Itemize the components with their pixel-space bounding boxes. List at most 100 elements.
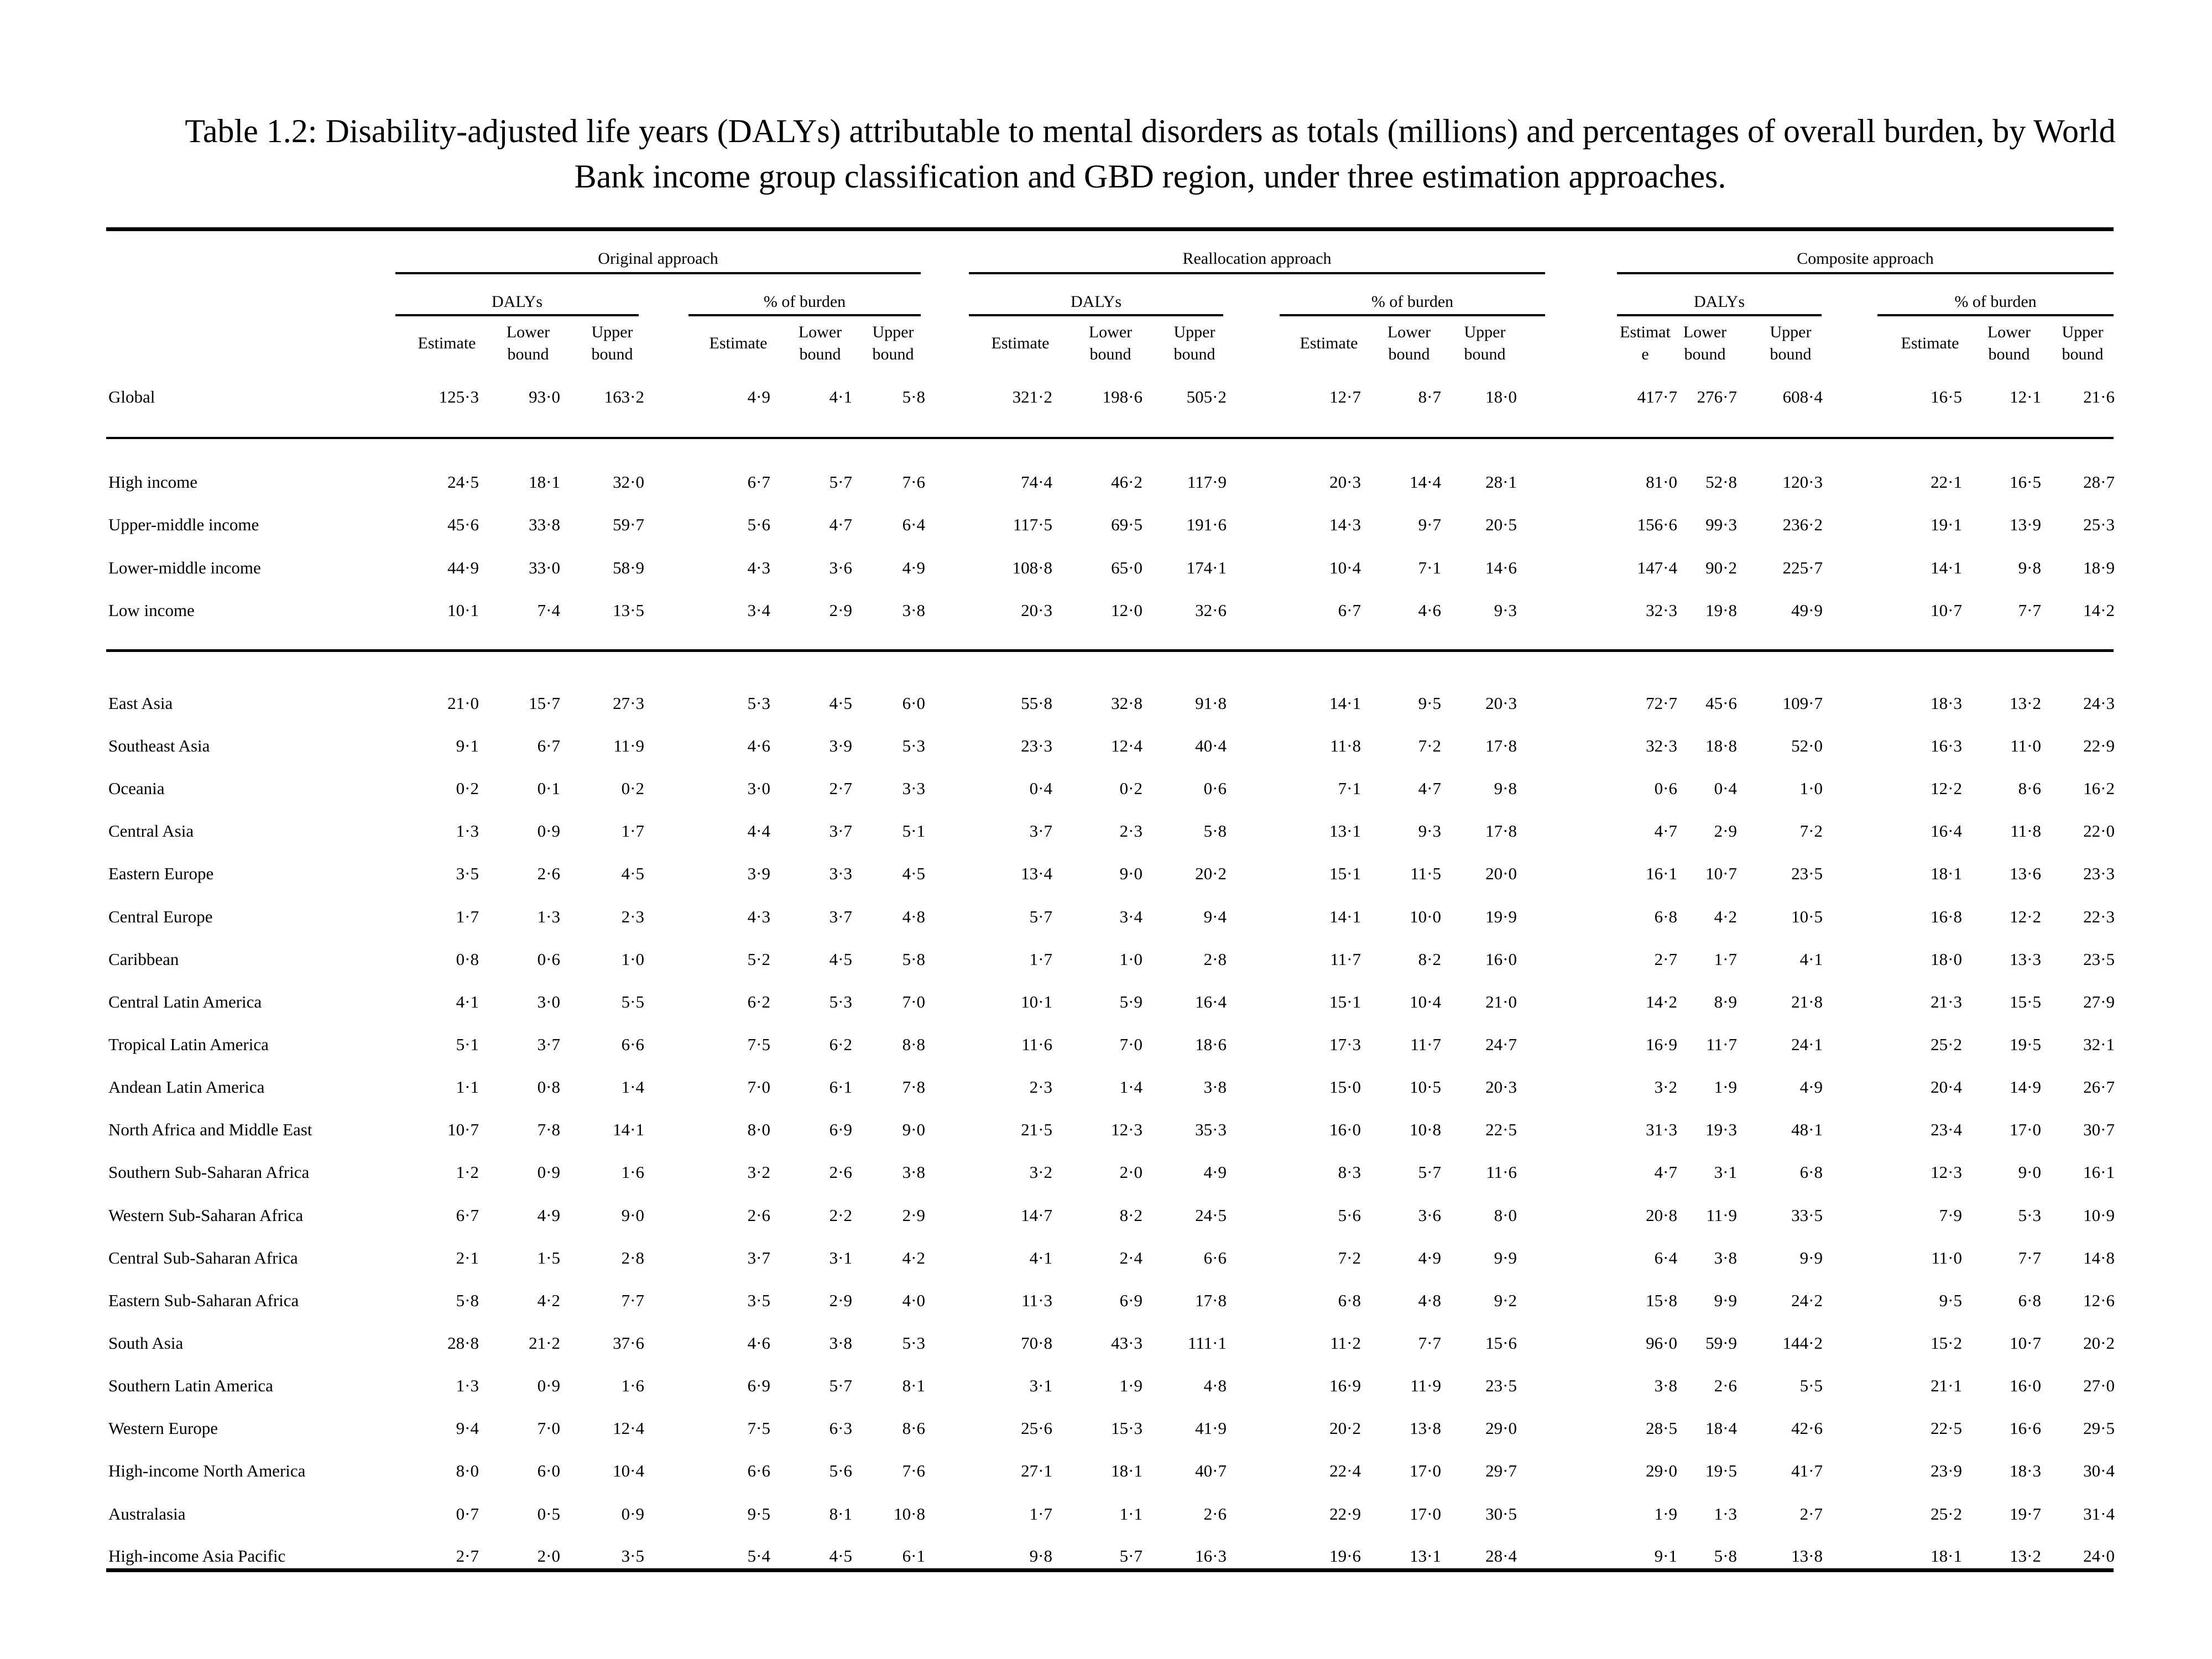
table-cell: 2·7 [456, 1546, 479, 1566]
table-cell: 15·1 [1329, 864, 1361, 883]
table-cell: 10·5 [1410, 1077, 1441, 1097]
table-cell: 1·7 [456, 907, 479, 926]
table-cell: 59·9 [1705, 1333, 1737, 1353]
column-header: Estimate [709, 334, 768, 352]
table-cell: 30·4 [2083, 1461, 2115, 1480]
table-cell: 41·9 [1195, 1418, 1227, 1438]
table-cell: 0·9 [537, 821, 560, 841]
table-cell: 25·2 [1931, 1035, 1962, 1054]
table-cell: 9·1 [1654, 1546, 1677, 1566]
table-cell: 23·3 [1021, 736, 1052, 755]
table-cell: 27·0 [2083, 1376, 2115, 1395]
table-cell: 5·7 [1119, 1546, 1142, 1566]
subgroup-underline-dalys-original [395, 314, 639, 316]
table-cell: 198·6 [1102, 387, 1142, 406]
row-label: Western Europe [108, 1418, 218, 1438]
table-cell: 18·1 [1111, 1461, 1142, 1480]
table-cell: 13·2 [2010, 693, 2041, 713]
table-cell: 32·1 [2083, 1035, 2115, 1054]
table-cell: 3·2 [747, 1162, 770, 1182]
table-cell: 6·2 [829, 1035, 852, 1054]
table-cell: 4·2 [537, 1291, 560, 1310]
table-cell: 18·3 [1931, 693, 1962, 713]
table-cell: 11·7 [1330, 950, 1361, 969]
table-row: Southern Sub-Saharan Africa 1·2 0·9 1·6 3·2 2… [0, 1156, 2212, 1189]
table-cell: 28·4 [1485, 1546, 1517, 1566]
table-cell: 4·2 [902, 1248, 925, 1267]
table-cell: 22·3 [2083, 907, 2115, 926]
table-cell: 236·2 [1782, 515, 1823, 534]
table-cell: 12·2 [2010, 907, 2041, 926]
table-cell: 22·5 [1931, 1418, 1962, 1438]
table-cell: 9·3 [1494, 601, 1517, 620]
table-cell: 13·6 [2010, 864, 2041, 883]
table-cell: 4·5 [829, 693, 852, 713]
table-cell: 1·0 [1799, 779, 1823, 798]
table-cell: 1·3 [1714, 1504, 1737, 1524]
row-label: Western Sub-Saharan Africa [108, 1206, 304, 1225]
table-cell: 2·7 [1799, 1504, 1823, 1524]
table-cell: 5·7 [1029, 907, 1052, 926]
table-cell: 7·7 [2018, 1248, 2041, 1267]
table-cell: 23·5 [1485, 1376, 1517, 1395]
table-cell: 174·1 [1186, 558, 1227, 577]
table-cell: 11·7 [1410, 1035, 1441, 1054]
column-header: Upper bound [1464, 323, 1506, 363]
column-header: Lower bound [1987, 323, 2031, 363]
table-cell: 74·4 [1021, 472, 1052, 492]
table-cell: 91·8 [1195, 693, 1227, 713]
table-cell: 8·2 [1418, 950, 1441, 969]
table-row: Upper-middle income 45·6 33·8 59·7 5·6 4·7 6·4… [0, 508, 2212, 541]
table-cell: 19·5 [1705, 1461, 1737, 1480]
table-row: East Asia 21·0 15·7 27·3 5·3 4·5 6·0 55·8 32·8 91… [0, 687, 2212, 720]
table-cell: 6·6 [1203, 1248, 1227, 1267]
table-cell: 5·8 [902, 387, 925, 406]
table-cell: 20·8 [1646, 1206, 1677, 1225]
column-header: Estimate [991, 334, 1050, 352]
table-cell: 22·4 [1329, 1461, 1361, 1480]
table-cell: 69·5 [1111, 515, 1142, 534]
table-cell: 1·1 [456, 1077, 479, 1097]
table-cell: 6·9 [747, 1376, 770, 1395]
table-cell: 8·6 [2018, 779, 2041, 798]
table-row: High-income Asia Pacific 2·7 2·0 3·5 5·4 4·5 6… [0, 1540, 2212, 1573]
table-cell: 0·8 [537, 1077, 560, 1097]
table-cell: 163·2 [604, 387, 644, 406]
table-cell: 13·8 [1410, 1418, 1441, 1438]
table-cell: 12·0 [1111, 601, 1142, 620]
table-cell: 8·2 [1119, 1206, 1142, 1225]
table-cell: 0·4 [1714, 779, 1737, 798]
table-cell: 5·2 [747, 950, 770, 969]
table-cell: 4·1 [829, 387, 852, 406]
table-cell: 18·1 [1931, 864, 1962, 883]
approach-header-reallocation: Reallocation approach [1182, 249, 1332, 268]
row-label: Lower-middle income [108, 558, 261, 577]
table-cell: 16·9 [1646, 1035, 1677, 1054]
table-cell: 7·8 [902, 1077, 925, 1097]
column-header: Upper bound [1173, 323, 1215, 363]
table-cell: 2·9 [1714, 821, 1737, 841]
table-cell: 20·3 [1485, 693, 1517, 713]
table-cell: 32·3 [1646, 736, 1677, 755]
table-cell: 3·8 [1203, 1077, 1227, 1097]
table-cell: 9·1 [456, 736, 479, 755]
table-cell: 27·1 [1021, 1461, 1052, 1480]
table-cell: 10·9 [2083, 1206, 2115, 1225]
table-cell: 52·8 [1705, 472, 1737, 492]
table-cell: 90·2 [1705, 558, 1737, 577]
table-cell: 16·2 [2083, 779, 2115, 798]
approach-header-composite: Composite approach [1797, 249, 1934, 268]
table-cell: 14·4 [1410, 472, 1441, 492]
table-cell: 1·5 [537, 1248, 560, 1267]
table-cell: 6·4 [902, 515, 925, 534]
table-cell: 6·7 [456, 1206, 479, 1225]
table-cell: 6·4 [1654, 1248, 1677, 1267]
table-cell: 0·9 [537, 1376, 560, 1395]
table-cell: 16·9 [1329, 1376, 1361, 1395]
table-cell: 0·6 [1203, 779, 1227, 798]
table-cell: 0·1 [537, 779, 560, 798]
table-cell: 6·1 [902, 1546, 925, 1566]
table-cell: 7·5 [747, 1035, 770, 1054]
table-caption: Table 1.2: Disability-adjusted life year… [185, 113, 2116, 195]
table-cell: 21·8 [1791, 992, 1823, 1011]
